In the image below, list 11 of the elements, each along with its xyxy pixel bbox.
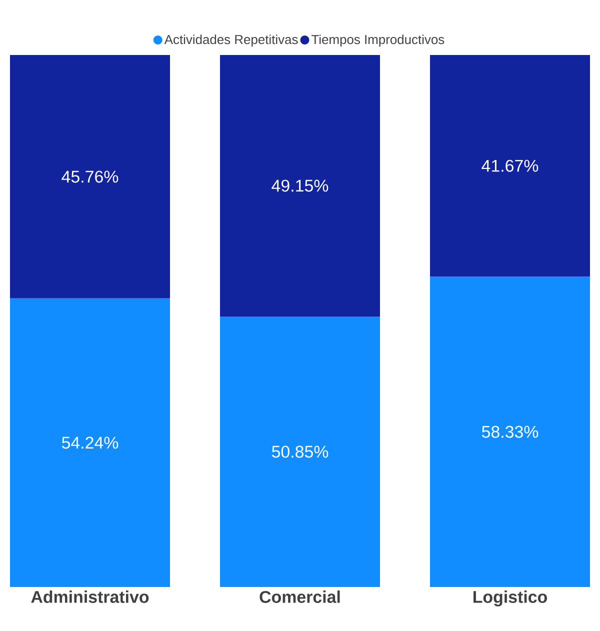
data-label: 45.76% <box>62 170 118 183</box>
data-label: 54.24% <box>62 436 118 449</box>
data-label: 49.15% <box>272 180 328 192</box>
x-tick-label: Comercial <box>260 590 340 603</box>
x-tick-label: Administrativo <box>31 590 149 603</box>
data-label: 58.33% <box>482 426 538 438</box>
x-tick-label: Logistico <box>474 590 547 606</box>
legend-label: Tiempos Improductivos <box>312 34 444 47</box>
data-label: 50.85% <box>272 446 328 458</box>
legend-label: Actividades Repetitivas <box>164 34 298 47</box>
data-label: 41.67% <box>482 160 538 172</box>
